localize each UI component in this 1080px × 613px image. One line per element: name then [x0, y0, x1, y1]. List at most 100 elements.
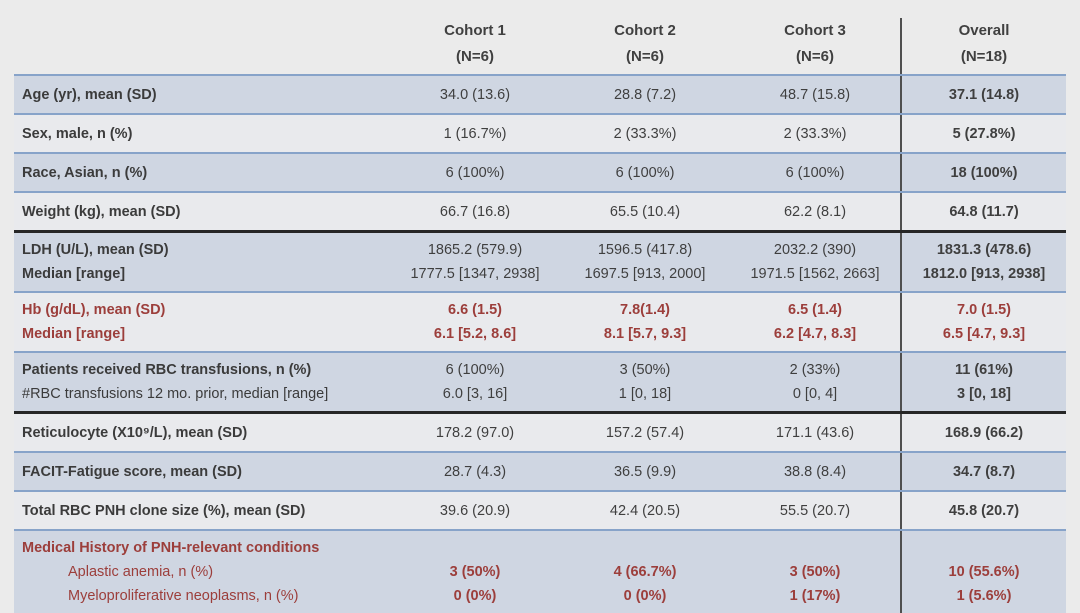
- cell-cohort-2: 3 (50%) 1 [0, 18]: [560, 353, 730, 411]
- cell-value: 1 (16.7%): [443, 125, 507, 142]
- cell-cohort-1: 34.0 (13.6): [390, 76, 560, 113]
- cell-value: 6 (100%): [785, 164, 845, 181]
- cell-cohort-2: 6 (100%): [560, 154, 730, 191]
- cell-value: 3 (50%): [619, 362, 671, 378]
- cell-cohort-1: 6 (100%) 6.0 [3, 16]: [390, 353, 560, 411]
- column-header-title: Cohort 1: [444, 22, 506, 39]
- cell-value: 157.2 (57.4): [605, 424, 685, 441]
- cell-value: 168.9 (66.2): [944, 424, 1024, 441]
- table-header-row: Cohort 1 (N=6) Cohort 2 (N=6) Cohort 3 (N=6) O…: [14, 18, 1066, 74]
- cell-cohort-2: 42.4 (20.5): [560, 492, 730, 529]
- row-label: Reticulocyte (X10⁹/L), mean (SD): [14, 416, 390, 450]
- table-row: Total RBC PNH clone size (%), mean (SD) 3…: [14, 492, 1066, 531]
- cell-cohort-2: 36.5 (9.9): [560, 453, 730, 490]
- cell-value: 3 [0, 18]: [957, 386, 1011, 402]
- cell-value: 2032.2 (390): [773, 242, 857, 258]
- cell-value: 36.5 (9.9): [613, 463, 677, 480]
- cell-cohort-1: 66.7 (16.8): [390, 193, 560, 230]
- row-label-line: Myeloproliferative neoplasms, n (%): [68, 588, 299, 604]
- cell-value: 55.5 (20.7): [779, 502, 851, 519]
- cell-overall: 7.0 (1.5) 6.5 [4.7, 9.3]: [900, 293, 1066, 351]
- row-label: Sex, male, n (%): [14, 117, 390, 151]
- cell-overall: 5 (27.8%): [900, 115, 1066, 152]
- cell-value: 1 [0, 18]: [618, 386, 672, 402]
- column-header: Cohort 3 (N=6): [730, 18, 900, 74]
- cell-value: 1812.0 [913, 2938]: [922, 266, 1046, 282]
- cell-cohort-1: 28.7 (4.3): [390, 453, 560, 490]
- column-header-n: (N=18): [960, 48, 1008, 65]
- cell-value: 38.8 (8.4): [783, 463, 847, 480]
- table-row: Patients received RBC transfusions, n (%…: [14, 353, 1066, 414]
- cell-value: 6.5 (1.4): [788, 302, 842, 318]
- table-row: Weight (kg), mean (SD) 66.7 (16.8) 65.5 (1…: [14, 193, 1066, 233]
- cell-value: 28.7 (4.3): [443, 463, 507, 480]
- table-row: Sex, male, n (%) 1 (16.7%) 2 (33.3%) 2 (33.…: [14, 115, 1066, 154]
- row-label: Race, Asian, n (%): [14, 156, 390, 190]
- cell-cohort-1: 1 (16.7%): [390, 115, 560, 152]
- cell-cohort-3: 171.1 (43.6): [730, 414, 900, 451]
- row-label-line: Race, Asian, n (%): [22, 164, 148, 181]
- cell-cohort-3: 2032.2 (390) 1971.5 [1562, 2663]: [730, 233, 900, 291]
- column-header-title: Overall: [958, 22, 1010, 39]
- row-label: Total RBC PNH clone size (%), mean (SD): [14, 494, 390, 528]
- row-label-line: Median [range]: [22, 326, 126, 342]
- cell-value: 0 (0%): [623, 588, 667, 604]
- cell-value: 1596.5 (417.8): [597, 242, 693, 258]
- cell-value: 34.7 (8.7): [952, 463, 1016, 480]
- cell-value: 0 (0%): [453, 588, 497, 604]
- row-label-line: Reticulocyte (X10⁹/L), mean (SD): [22, 424, 248, 441]
- cell-overall: 168.9 (66.2): [900, 414, 1066, 451]
- cell-value: 7.8(1.4): [620, 302, 670, 318]
- cell-cohort-3: 2 (33%) 0 [0, 4]: [730, 353, 900, 411]
- cell-value: 1865.2 (579.9): [427, 242, 523, 258]
- cell-cohort-3: 6.5 (1.4) 6.2 [4.7, 8.3]: [730, 293, 900, 351]
- cell-overall: 64.8 (11.7): [900, 193, 1066, 230]
- cell-cohort-1: 1865.2 (579.9) 1777.5 [1347, 2938]: [390, 233, 560, 291]
- cell-cohort-1: 3 (50%) 0 (0%): [390, 531, 560, 613]
- row-label-line: Age (yr), mean (SD): [22, 86, 157, 103]
- cell-value: 6.0 [3, 16]: [442, 386, 508, 402]
- cell-value: 11 (61%): [954, 362, 1014, 378]
- cell-cohort-1: 6 (100%): [390, 154, 560, 191]
- cell-value: 62.2 (8.1): [783, 203, 847, 220]
- row-label-line: Weight (kg), mean (SD): [22, 203, 181, 220]
- cell-value: 1 (17%): [789, 588, 841, 604]
- row-label-line: FACIT-Fatigue score, mean (SD): [22, 463, 242, 480]
- cell-cohort-3: 48.7 (15.8): [730, 76, 900, 113]
- cell-overall: 34.7 (8.7): [900, 453, 1066, 490]
- cell-value: [904, 536, 1064, 560]
- row-label-line: Hb (g/dL), mean (SD): [22, 302, 166, 318]
- cell-value: 18 (100%): [950, 164, 1018, 181]
- cell-value: 3 (50%): [449, 564, 501, 580]
- column-header-n: (N=6): [626, 48, 664, 65]
- cell-value: 2 (33.3%): [783, 125, 847, 142]
- baseline-characteristics-table: Cohort 1 (N=6) Cohort 2 (N=6) Cohort 3 (N=6) O…: [14, 18, 1066, 613]
- cell-value: 1777.5 [1347, 2938]: [410, 266, 540, 282]
- cell-value: 1697.5 [913, 2000]: [584, 266, 706, 282]
- row-label-line: Total RBC PNH clone size (%), mean (SD): [22, 502, 306, 519]
- row-label-line: Sex, male, n (%): [22, 125, 133, 142]
- cell-cohort-3: 55.5 (20.7): [730, 492, 900, 529]
- cell-cohort-2: 157.2 (57.4): [560, 414, 730, 451]
- cell-value: [732, 536, 898, 560]
- table-row: Medical History of PNH-relevant conditio…: [14, 531, 1066, 613]
- cell-value: 171.1 (43.6): [775, 424, 855, 441]
- cell-value: 39.6 (20.9): [439, 502, 511, 519]
- cell-value: 1831.3 (478.6): [936, 242, 1032, 258]
- cell-value: 4 (66.7%): [613, 564, 677, 580]
- cell-overall: 37.1 (14.8): [900, 76, 1066, 113]
- cell-value: 64.8 (11.7): [949, 203, 1019, 220]
- cell-value: 10 (55.6%): [948, 564, 1020, 580]
- cell-value: 3 (50%): [789, 564, 841, 580]
- cell-cohort-2: 2 (33.3%): [560, 115, 730, 152]
- cell-value: 8.1 [5.7, 9.3]: [603, 326, 687, 342]
- cell-cohort-3: 62.2 (8.1): [730, 193, 900, 230]
- table-row: FACIT-Fatigue score, mean (SD) 28.7 (4.3)…: [14, 453, 1066, 492]
- cell-overall: 18 (100%): [900, 154, 1066, 191]
- table-row: Reticulocyte (X10⁹/L), mean (SD) 178.2 (9…: [14, 414, 1066, 453]
- row-label-line: Patients received RBC transfusions, n (%…: [22, 362, 312, 378]
- cell-value: 6 (100%): [445, 362, 505, 378]
- row-label: Hb (g/dL), mean (SD) Median [range]: [14, 293, 390, 351]
- cell-overall: 11 (61%) 3 [0, 18]: [900, 353, 1066, 411]
- cell-value: 48.7 (15.8): [779, 86, 851, 103]
